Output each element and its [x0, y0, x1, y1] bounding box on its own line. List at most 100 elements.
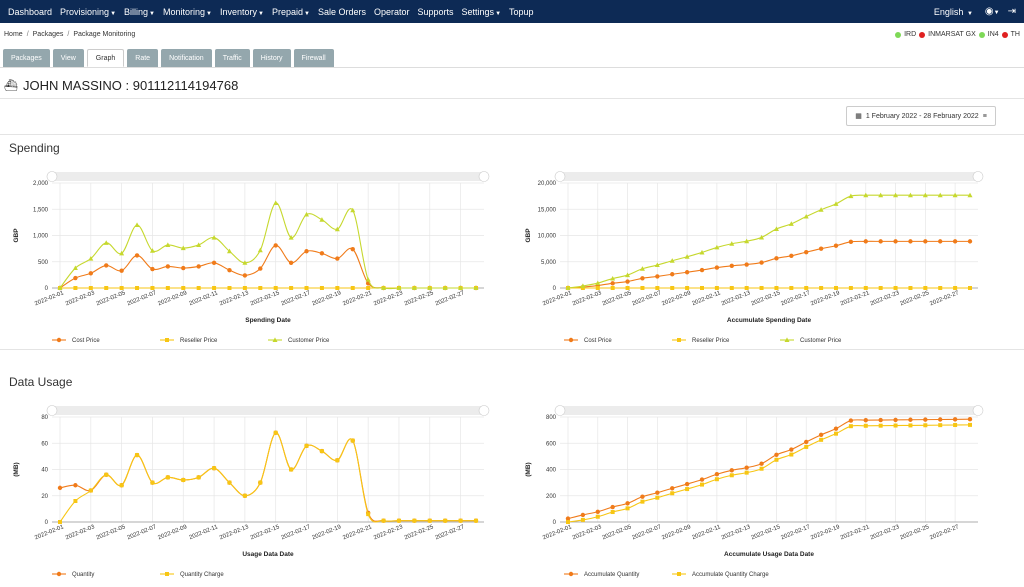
data-point-customer-price — [226, 248, 232, 254]
y-tick-label: 5,000 — [541, 260, 557, 266]
x-tick-label: 2022-02-19 — [810, 524, 841, 541]
user-circle-icon[interactable]: ◉▼ — [984, 6, 1000, 17]
data-point-accumulate-quantity — [952, 417, 958, 422]
nav-item-dashboard[interactable]: Dashboard — [4, 7, 56, 17]
data-point-customer-price — [744, 238, 750, 244]
tab-view[interactable]: View — [52, 49, 84, 67]
chevron-down-icon: ▼ — [993, 10, 1000, 16]
nav-item-inventory[interactable]: Inventory▼ — [216, 7, 268, 17]
data-point-quantity-charge — [273, 430, 278, 435]
logout-icon[interactable]: ⇥ — [1007, 6, 1016, 17]
data-point-customer-price — [684, 254, 690, 259]
chevron-down-icon: ▼ — [303, 10, 310, 17]
tab-traffic[interactable]: Traffic — [214, 49, 250, 67]
data-point-reseller-price — [104, 286, 109, 290]
chevron-down-icon: ▼ — [495, 10, 502, 17]
data-point-quantity-charge — [88, 488, 93, 493]
tab-rate[interactable]: Rate — [127, 49, 159, 67]
top-navbar: Dashboard Provisioning▼ Billing▼ Monitoring… — [0, 0, 1024, 23]
data-point-accumulate-quantity-charge — [804, 444, 809, 449]
zoom-handle-left — [46, 405, 58, 416]
x-tick-label: 2022-02-05 — [602, 290, 633, 307]
data-point-customer-price — [848, 193, 854, 199]
nav-right: English ▼ ◉▼ ⇥ — [930, 6, 1020, 17]
data-point-customer-price — [196, 242, 202, 247]
nav-item-billing[interactable]: Billing▼ — [120, 7, 159, 17]
tab-packages[interactable]: Packages — [3, 49, 50, 67]
x-tick-label: 2022-02-25 — [404, 290, 435, 307]
data-point-cost-price — [273, 243, 278, 248]
nav-item-settings[interactable]: Settings▼ — [458, 7, 505, 17]
zoom-handle-left — [554, 405, 566, 416]
tab-graph[interactable]: Graph — [86, 49, 125, 67]
nav-item-monitoring[interactable]: Monitoring▼ — [159, 7, 216, 17]
data-point-quantity-charge — [319, 449, 324, 454]
chevron-down-icon: ▼ — [258, 10, 264, 17]
data-point-quantity-charge — [135, 453, 140, 458]
x-tick-label: 2022-02-01 — [34, 290, 65, 307]
data-point-cost-price — [893, 239, 898, 244]
status-dot-icon — [1001, 31, 1008, 38]
y-tick-label: 20,000 — [538, 181, 557, 187]
data-point-cost-price — [729, 263, 734, 268]
data-point-reseller-price — [242, 286, 247, 290]
data-point-cost-price — [181, 265, 186, 271]
nav-item-operator[interactable]: Operator — [370, 7, 414, 17]
date-range-picker[interactable]: ▦ 1 February 2022 - 28 February 2022 ≡ — [846, 106, 996, 126]
data-point-accumulate-quantity — [580, 512, 586, 518]
breadcrumb-home[interactable]: Home — [4, 31, 23, 38]
data-point-cost-price — [744, 262, 749, 267]
breadcrumb-packages[interactable]: Packages — [32, 31, 64, 38]
data-point-reseller-price — [150, 286, 155, 290]
data-point-accumulate-quantity-charge — [863, 423, 868, 428]
data-point-reseller-price — [938, 286, 943, 290]
data-point-cost-price — [88, 271, 94, 276]
data-point-reseller-price — [350, 286, 355, 290]
x-axis-title: Spending Date — [245, 317, 291, 324]
data-point-customer-price — [639, 266, 645, 271]
legend-label-cost-price: Cost Price — [584, 338, 612, 344]
data-point-customer-price — [610, 275, 616, 281]
x-tick-label: 2022-02-27 — [929, 290, 960, 307]
data-point-customer-price — [458, 285, 464, 290]
data-point-customer-price — [119, 250, 125, 256]
data-point-customer-price — [893, 192, 899, 198]
data-point-quantity-charge — [212, 466, 217, 471]
data-point-customer-price — [669, 258, 675, 263]
data-point-customer-price — [57, 285, 63, 290]
data-point-customer-price — [714, 244, 720, 250]
calendar-icon: ▦ — [855, 113, 862, 120]
nav-item-topup[interactable]: Topup — [505, 7, 538, 17]
data-point-quantity-charge — [73, 499, 78, 503]
data-point-customer-price — [595, 280, 601, 286]
data-point-customer-price — [103, 240, 109, 245]
data-point-cost-price — [227, 267, 232, 273]
tab-firewall[interactable]: Firewall — [293, 49, 334, 67]
nav-item-provisioning[interactable]: Provisioning▼ — [56, 7, 120, 17]
data-point-cost-price — [258, 266, 263, 271]
data-point-reseller-price — [366, 286, 371, 290]
divider — [0, 349, 1024, 350]
data-point-accumulate-quantity-charge — [834, 431, 838, 436]
language-dropdown[interactable]: English ▼ — [930, 7, 977, 17]
nav-item-prepaid[interactable]: Prepaid▼ — [268, 7, 314, 17]
tab-notification[interactable]: Notification — [161, 49, 212, 67]
nav-item-sale-orders[interactable]: Sale Orders — [314, 7, 370, 17]
breadcrumb-separator: / — [26, 31, 29, 38]
legend-marker-customer-price — [784, 337, 790, 342]
status-label-ird: IRD — [904, 31, 917, 38]
divider — [0, 98, 1024, 99]
nav-item-supports[interactable]: Supports — [414, 7, 458, 17]
data-point-customer-price — [411, 285, 417, 290]
status-dot-icon — [978, 31, 985, 38]
section-title-spending: Spending — [9, 141, 60, 155]
tab-history[interactable]: History — [252, 49, 291, 67]
nav-label: Inventory — [219, 6, 257, 17]
data-point-accumulate-quantity-charge — [968, 422, 972, 427]
y-tick-label: 20 — [41, 494, 48, 500]
data-point-cost-price — [789, 253, 794, 259]
y-tick-label: 10,000 — [538, 234, 557, 240]
data-point-reseller-price — [289, 286, 294, 290]
main-content: ⛴ JOHN MASSINO : 901112114194768 ▦ 1 Feb… — [0, 68, 1024, 587]
data-point-accumulate-quantity-charge — [893, 423, 898, 428]
